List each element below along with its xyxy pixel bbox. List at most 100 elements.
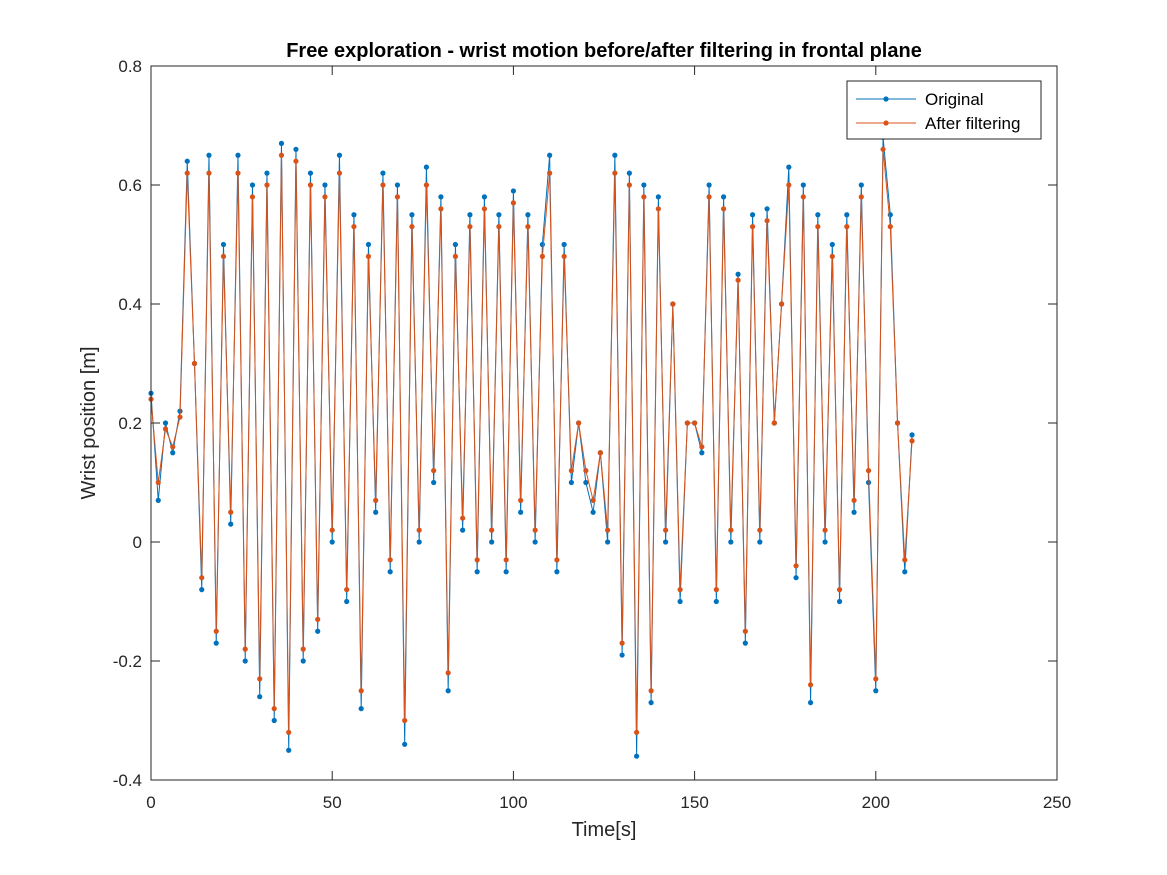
- series-1-point: [278, 152, 285, 158]
- series-1-point: [503, 557, 509, 563]
- series-1-point: [510, 200, 516, 206]
- series-1-point: [496, 224, 502, 230]
- series-0-point: [387, 569, 393, 575]
- series-0-point: [655, 194, 661, 200]
- series-0-point: [235, 152, 241, 158]
- series-1-point: [873, 676, 879, 682]
- series-0-point: [206, 152, 212, 158]
- series-0-point: [213, 640, 219, 646]
- series-1-point: [177, 414, 183, 420]
- series-1-point: [902, 557, 908, 563]
- series-1-point: [554, 557, 560, 563]
- y-tick-label: 0.6: [118, 176, 142, 195]
- series-1-point: [358, 688, 364, 694]
- series-1-point: [909, 438, 915, 444]
- series-0-point: [489, 539, 495, 545]
- series-1-point: [706, 194, 712, 200]
- series-0-point: [315, 628, 321, 634]
- series-1-point: [612, 170, 618, 176]
- series-0-point: [365, 241, 372, 248]
- series-0-point: [496, 212, 502, 218]
- series-0-point: [873, 688, 879, 694]
- series-0-point: [394, 182, 401, 188]
- x-tick-label: 50: [323, 793, 342, 812]
- series-0-point: [423, 164, 430, 170]
- series-1-point: [735, 277, 741, 283]
- series-1-point: [822, 527, 828, 533]
- legend: Original After filtering: [846, 80, 1042, 140]
- series-1-point: [692, 420, 698, 426]
- series-1-point: [300, 646, 306, 652]
- series-0-point: [460, 527, 466, 533]
- series-1-point: [844, 224, 850, 230]
- series-0-point: [735, 271, 741, 277]
- series-1-point: [778, 301, 785, 307]
- series-0-point: [416, 539, 422, 545]
- series-0-point: [807, 700, 814, 706]
- series-1-point: [655, 206, 661, 212]
- series-1-point: [663, 527, 669, 533]
- series-0-point: [452, 241, 459, 248]
- series-1-point: [228, 509, 234, 515]
- series-0-point: [510, 188, 516, 194]
- series-1-point: [387, 557, 393, 563]
- series-1-point: [626, 182, 632, 188]
- series-0-point: [626, 170, 632, 176]
- series-1-point: [155, 479, 161, 486]
- series-1-point: [532, 527, 538, 533]
- series-0-point: [503, 569, 509, 575]
- series-0-point: [764, 206, 770, 212]
- series-0-point: [844, 212, 850, 218]
- series-1-point: [336, 170, 343, 176]
- series-0-point: [409, 212, 415, 218]
- y-tick-label: 0.4: [118, 295, 142, 314]
- series-1-point: [605, 527, 611, 533]
- series-0-point: [431, 479, 437, 486]
- series-1-point: [170, 444, 176, 450]
- series-1-point: [670, 301, 676, 307]
- series-1-point: [634, 729, 640, 736]
- series-0-point: [800, 182, 806, 188]
- series-1-point: [815, 224, 821, 230]
- series-1-point: [590, 497, 596, 503]
- series-1-point: [583, 468, 589, 474]
- legend-marker-1: [883, 120, 889, 126]
- series-0-point: [402, 741, 408, 747]
- series-0-point: [677, 598, 683, 605]
- series-1-point: [286, 729, 292, 736]
- series-line-1: [150, 149, 913, 733]
- series-0-point: [373, 509, 379, 515]
- legend-marker-0: [883, 96, 889, 102]
- series-1-point: [322, 194, 328, 200]
- series-0-point: [851, 509, 857, 515]
- legend-label-1: After filtering: [925, 114, 1020, 133]
- series-0-point: [909, 432, 915, 438]
- series-1-point: [865, 468, 872, 474]
- series-0-point: [634, 753, 640, 759]
- series-1-point: [445, 670, 451, 676]
- series-1-point: [539, 253, 545, 259]
- series-0-point: [532, 539, 538, 545]
- series-0-point: [590, 509, 596, 515]
- series-0-point: [525, 212, 531, 218]
- series-0-point: [706, 182, 712, 188]
- legend-label-0: Original: [925, 90, 984, 109]
- tick-labels: 0 50 100 150 200 250 -0.4 -0.2 0 0.2 0.4 0.6 0.8: [113, 57, 1071, 812]
- series-1-point: [431, 468, 437, 474]
- series-0-point: [351, 212, 357, 218]
- series-0-point: [162, 420, 169, 426]
- series-0-point: [438, 194, 444, 200]
- series-0-point: [286, 747, 292, 753]
- chart-title: Free exploration - wrist motion before/a…: [286, 40, 922, 62]
- series-0-point: [713, 598, 719, 605]
- series-1-point: [619, 640, 625, 646]
- series-0-point: [293, 146, 299, 152]
- y-tick-label: 0.8: [118, 57, 142, 76]
- y-axis-label: Wrist position [m]: [78, 347, 100, 500]
- series-1-point: [474, 557, 480, 563]
- series-0-point: [155, 497, 161, 503]
- series-1-point: [467, 224, 473, 230]
- series-0-point: [467, 212, 473, 218]
- series-0-point: [184, 158, 190, 164]
